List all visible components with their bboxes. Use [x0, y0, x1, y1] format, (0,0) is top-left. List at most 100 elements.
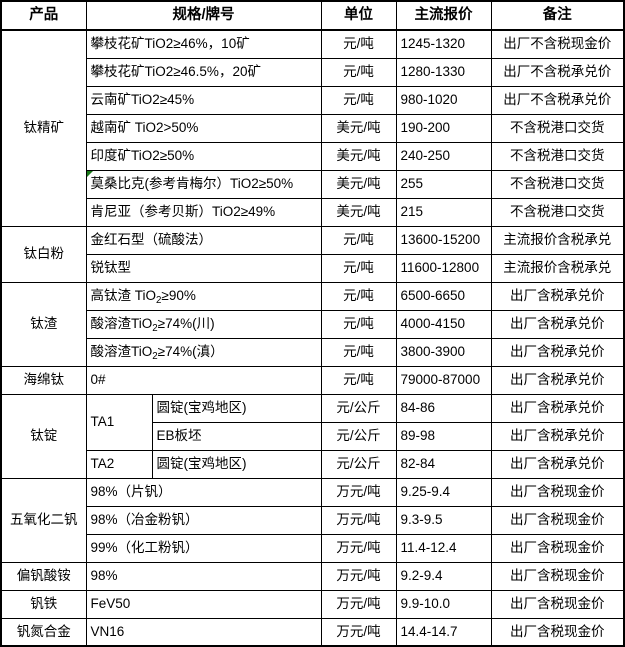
table-row: 云南矿TiO2≥45% 元/吨 980-1020 出厂不含税承兑价	[1, 85, 625, 115]
remark-value: 出厂含税承兑价	[490, 393, 625, 423]
table-row: 钛锭 TA1 圆锭(宝鸡地区) 元/公斤 84-86 出厂含税承兑价	[0, 393, 625, 479]
product-group-name: 钛锭	[0, 393, 87, 479]
unit-value: 美元/吨	[320, 169, 397, 199]
table-row: 五氧化二钒 98%（片钒） 万元/吨 9.25-9.4 出厂含税现金价	[0, 477, 625, 563]
price-value: 82-84	[395, 449, 492, 479]
remark-value: 出厂含税现金价	[490, 477, 625, 507]
remark-value: 出厂含税承兑价	[490, 309, 625, 339]
spec-name: 金红石型（硫酸法）	[85, 225, 322, 255]
remark-value: 出厂含税承兑价	[490, 365, 625, 395]
product-group-name: 钒铁	[0, 589, 87, 619]
spec-name: 98%（冶金粉钒）	[85, 505, 322, 535]
table-row: 印度矿TiO2≥50% 美元/吨 240-250 不含税港口交货	[1, 141, 625, 171]
table-row: 海绵钛 0# 元/吨 79000-87000 出厂含税承兑价	[0, 365, 625, 395]
product-group-name: 钛精矿	[0, 29, 87, 227]
remark-value: 出厂含税承兑价	[490, 281, 625, 311]
spec-name: 云南矿TiO2≥45%	[85, 85, 322, 115]
unit-value: 元/吨	[320, 85, 397, 115]
unit-value: 元/公斤	[320, 393, 397, 423]
header-price: 主流报价	[395, 0, 492, 31]
price-value: 9.9-10.0	[395, 589, 492, 619]
product-group-name: 海绵钛	[0, 365, 87, 395]
remark-value: 不含税港口交货	[490, 169, 625, 199]
unit-value: 元/吨	[320, 29, 397, 59]
remark-value: 不含税港口交货	[490, 197, 625, 227]
product-group-name: 偏钒酸铵	[0, 561, 87, 591]
table-row: 酸溶渣TiO2≥74%(川) 元/吨 4000-4150 出厂含税承兑价	[1, 309, 625, 339]
table-header: 产品 规格/牌号 单位 主流报价 备注	[0, 0, 625, 31]
price-value: 13600-15200	[395, 225, 492, 255]
price-value: 980-1020	[395, 85, 492, 115]
product-group-name: 钛白粉	[0, 225, 87, 283]
spec-name: 越南矿 TiO2>50%	[85, 113, 322, 143]
product-group-name: 钛渣	[0, 281, 87, 367]
price-value: 1280-1330	[395, 57, 492, 87]
spec-name: 攀枝花矿TiO2≥46%，10矿	[85, 29, 322, 59]
unit-value: 万元/吨	[320, 589, 397, 619]
price-value: 4000-4150	[395, 309, 492, 339]
unit-value: 元/吨	[320, 365, 397, 395]
price-value: 240-250	[395, 141, 492, 171]
price-value: 9.2-9.4	[395, 561, 492, 591]
header-spec: 规格/牌号	[85, 0, 322, 31]
product-group-name: 钒氮合金	[0, 617, 87, 647]
price-value: 89-98	[395, 421, 492, 451]
remark-value: 出厂含税现金价	[490, 533, 625, 563]
unit-value: 元/吨	[320, 281, 397, 311]
unit-value: 美元/吨	[320, 141, 397, 171]
spec-name: 肯尼亚（参考贝斯）TiO2≥49%	[85, 197, 322, 227]
table-row: 锐钛型 元/吨 11600-12800 主流报价含税承兑	[1, 253, 625, 283]
unit-value: 万元/吨	[320, 477, 397, 507]
unit-value: 元/吨	[320, 57, 397, 87]
grade-name: TA2	[85, 449, 153, 479]
spec-name: 98%（片钒）	[85, 477, 322, 507]
remark-value: 主流报价含税承兑	[490, 253, 625, 283]
price-value: 84-86	[395, 393, 492, 423]
table-row: 钛渣 高钛渣 TiO2≥90% 元/吨 6500-6650 出厂含税承兑价	[0, 281, 625, 367]
product-group-name: 五氧化二钒	[0, 477, 87, 563]
spec-name: 印度矿TiO2≥50%	[85, 141, 322, 171]
header-row: 产品 规格/牌号 单位 主流报价 备注	[0, 0, 625, 31]
price-value: 1245-1320	[395, 29, 492, 59]
price-value: 3800-3900	[395, 337, 492, 367]
table-body: 钛精矿 攀枝花矿TiO2≥46%，10矿 元/吨 1245-1320 出厂不含税现金价攀…	[0, 29, 625, 647]
remark-value: 出厂含税现金价	[490, 617, 625, 647]
spec-name: EB板坯	[151, 421, 322, 451]
header-remark: 备注	[490, 0, 625, 31]
table-row: 钛精矿 攀枝花矿TiO2≥46%，10矿 元/吨 1245-1320 出厂不含税现金价	[0, 29, 625, 227]
remark-value: 主流报价含税承兑	[490, 225, 625, 255]
grade-name: TA1	[85, 393, 153, 451]
spec-name: 圆锭(宝鸡地区)	[151, 449, 322, 479]
remark-value: 不含税港口交货	[490, 141, 625, 171]
unit-value: 美元/吨	[320, 197, 397, 227]
unit-value: 元/公斤	[320, 449, 397, 479]
header-unit: 单位	[320, 0, 397, 31]
price-value: 9.3-9.5	[395, 505, 492, 535]
table-row: 攀枝花矿TiO2≥46.5%，20矿 元/吨 1280-1330 出厂不含税承兑价	[1, 57, 625, 87]
remark-value: 出厂含税承兑价	[490, 421, 625, 451]
spec-name: 0#	[85, 365, 322, 395]
unit-value: 元/公斤	[320, 421, 397, 451]
remark-value: 不含税港口交货	[490, 113, 625, 143]
header-product: 产品	[0, 0, 87, 31]
table-row: 越南矿 TiO2>50% 美元/吨 190-200 不含税港口交货	[1, 113, 625, 143]
table-row: 钒铁 FeV50 万元/吨 9.9-10.0 出厂含税现金价	[0, 589, 625, 619]
spec-name: 攀枝花矿TiO2≥46.5%，20矿	[85, 57, 322, 87]
table-row: 莫桑比克(参考肯梅尔）TiO2≥50% 美元/吨 255 不含税港口交货	[1, 169, 625, 199]
price-value: 11.4-12.4	[395, 533, 492, 563]
unit-value: 元/吨	[320, 337, 397, 367]
remark-value: 出厂含税承兑价	[490, 449, 625, 479]
price-value: 215	[395, 197, 492, 227]
table-row: EB板坯 元/公斤 89-98 出厂含税承兑价	[1, 421, 625, 451]
unit-value: 万元/吨	[320, 561, 397, 591]
price-value: 255	[395, 169, 492, 199]
price-value: 9.25-9.4	[395, 477, 492, 507]
price-value: 6500-6650	[395, 281, 492, 311]
spec-name: VN16	[85, 617, 322, 647]
spec-name: FeV50	[85, 589, 322, 619]
remark-value: 出厂不含税承兑价	[490, 57, 625, 87]
unit-value: 万元/吨	[320, 505, 397, 535]
table-row: 肯尼亚（参考贝斯）TiO2≥49% 美元/吨 215 不含税港口交货	[1, 197, 625, 227]
remark-value: 出厂含税现金价	[490, 505, 625, 535]
table-row: 酸溶渣TiO2≥74%(滇） 元/吨 3800-3900 出厂含税承兑价	[1, 337, 625, 367]
